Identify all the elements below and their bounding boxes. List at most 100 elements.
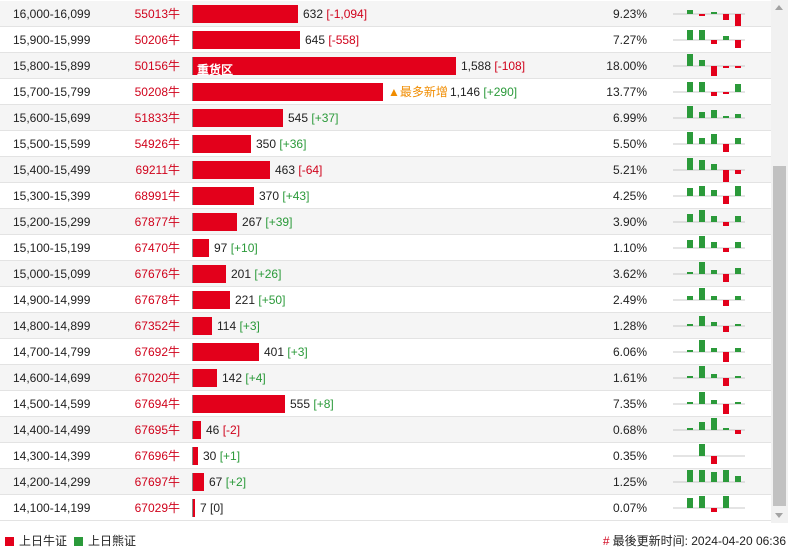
table-row[interactable]: 15,500-15,599 54926牛 350 [+36] 5.50% bbox=[0, 131, 771, 157]
spark-bar-bull bbox=[711, 40, 717, 44]
count-bar bbox=[193, 239, 209, 257]
warrant-code-link[interactable]: 50208牛 bbox=[134, 85, 180, 99]
spark-bar-bear bbox=[711, 418, 717, 430]
spark-bar-bear bbox=[711, 400, 717, 404]
spark-bar-bear bbox=[723, 428, 729, 430]
count-number: 370 bbox=[259, 189, 280, 203]
table-row[interactable]: 14,200-14,299 67697牛 67 [+2] 1.25% bbox=[0, 469, 771, 495]
trend-sparkline bbox=[673, 158, 745, 182]
table-row[interactable]: 14,700-14,799 67692牛 401 [+3] 6.06% bbox=[0, 339, 771, 365]
table-row[interactable]: 14,600-14,699 67020牛 142 [+4] 1.61% bbox=[0, 365, 771, 391]
warrant-code-link[interactable]: 67695牛 bbox=[134, 423, 180, 437]
warrant-code-link[interactable]: 51833牛 bbox=[134, 111, 180, 125]
spark-bar-bear bbox=[711, 296, 717, 300]
spark-bar-bull bbox=[723, 196, 729, 204]
table-row[interactable]: 14,300-14,399 67696牛 30 [+1] 0.35% bbox=[0, 443, 771, 469]
count-number: 114 bbox=[217, 319, 237, 333]
bar-axis bbox=[192, 291, 193, 309]
warrant-code-link[interactable]: 50206牛 bbox=[134, 33, 180, 47]
spark-bar-bull bbox=[723, 352, 729, 362]
scroll-down-arrow-icon[interactable] bbox=[771, 509, 788, 523]
spark-bar-bull bbox=[723, 326, 729, 332]
trend-sparkline bbox=[673, 470, 745, 483]
table-row[interactable]: 16,000-16,099 55013牛 632 [-1,094] 9.23% bbox=[0, 1, 771, 27]
table-row[interactable]: 15,300-15,399 68991牛 370 [+43] 4.25% bbox=[0, 183, 771, 209]
table-row[interactable]: 14,400-14,499 67695牛 46 [-2] 0.68% bbox=[0, 417, 771, 443]
warrant-code-link[interactable]: 67678牛 bbox=[134, 293, 180, 307]
warrant-code-link[interactable]: 67694牛 bbox=[134, 397, 180, 411]
spark-bar-bear bbox=[699, 160, 705, 170]
spark-bar-bear bbox=[735, 242, 741, 248]
percentage: 1.25% bbox=[612, 475, 647, 489]
spark-bar-bear bbox=[687, 82, 693, 92]
table-row[interactable]: 15,600-15,699 51833牛 545 [+37] 6.99% bbox=[0, 105, 771, 131]
count-number: 201 bbox=[231, 267, 252, 281]
price-range: 15,400-15,499 bbox=[13, 163, 91, 177]
warrant-code-link[interactable]: 67696牛 bbox=[134, 449, 180, 463]
bar-axis bbox=[192, 5, 193, 23]
table-row[interactable]: 15,700-15,799 50208牛 ▲最多新增 1,146 [+290] 13.7… bbox=[0, 79, 771, 105]
warrant-code-link[interactable]: 67676牛 bbox=[134, 267, 180, 281]
warrant-code-link[interactable]: 69211牛 bbox=[135, 163, 180, 177]
table-row[interactable]: 15,100-15,199 67470牛 97 [+10] 1.10% bbox=[0, 235, 771, 261]
count-value: 350 [+36] bbox=[256, 131, 306, 157]
warrant-code-link[interactable]: 67470牛 bbox=[134, 241, 180, 255]
count-change: [-108] bbox=[494, 59, 526, 73]
warrant-code-link[interactable]: 67877牛 bbox=[134, 215, 180, 229]
vertical-scrollbar[interactable] bbox=[771, 0, 788, 523]
count-change: [+8] bbox=[313, 397, 334, 411]
spark-bar-bull bbox=[723, 378, 729, 386]
percentage: 6.99% bbox=[612, 111, 647, 125]
warrant-code-link[interactable]: 68991牛 bbox=[134, 189, 180, 203]
spark-bar-bear bbox=[711, 242, 717, 248]
spark-bar-bear bbox=[699, 366, 705, 378]
percentage: 7.27% bbox=[612, 33, 647, 47]
spark-bar-bull bbox=[723, 274, 729, 282]
trend-sparkline bbox=[673, 54, 745, 76]
table-row[interactable]: 14,900-14,999 67678牛 221 [+50] 2.49% bbox=[0, 287, 771, 313]
trend-sparkline bbox=[673, 10, 745, 26]
count-bar bbox=[193, 473, 204, 491]
spark-bar-bear bbox=[711, 164, 717, 170]
count-value: 30 [+1] bbox=[203, 443, 240, 469]
warrant-code-link[interactable]: 67020牛 bbox=[134, 371, 180, 385]
spark-bar-bear bbox=[735, 216, 741, 222]
count-value: 67 [+2] bbox=[209, 469, 246, 495]
warrant-code-link[interactable]: 54926牛 bbox=[134, 137, 180, 151]
count-number: 401 bbox=[264, 345, 285, 359]
warrant-code-link[interactable]: 67697牛 bbox=[134, 475, 180, 489]
spark-bar-bear bbox=[735, 402, 741, 404]
count-value: 114 [+3] bbox=[217, 313, 260, 339]
scroll-up-arrow-icon[interactable] bbox=[771, 0, 788, 14]
table-row[interactable]: 14,500-14,599 67694牛 555 [+8] 7.35% bbox=[0, 391, 771, 417]
spark-bar-bear bbox=[699, 470, 705, 482]
table-row[interactable]: 15,800-15,899 50156牛 重货区 1,588 [-108] 18.00% bbox=[0, 53, 771, 79]
warrant-code-link[interactable]: 55013牛 bbox=[134, 7, 180, 21]
table-row[interactable]: 15,000-15,099 67676牛 201 [+26] 3.62% bbox=[0, 261, 771, 287]
table-row[interactable]: 14,100-14,199 67029牛 7 [0] 0.07% bbox=[0, 495, 771, 521]
count-change: [+39] bbox=[265, 215, 293, 229]
price-range: 14,200-14,299 bbox=[13, 475, 91, 489]
table-row[interactable]: 14,800-14,899 67352牛 114 [+3] 1.28% bbox=[0, 313, 771, 339]
spark-bar-bull bbox=[711, 508, 717, 512]
warrant-code-link[interactable]: 67692牛 bbox=[134, 345, 180, 359]
spark-bar-bull bbox=[735, 14, 741, 26]
table-row[interactable]: 15,400-15,499 69211牛 463 [-64] 5.21% bbox=[0, 157, 771, 183]
count-bar bbox=[193, 369, 217, 387]
warrant-code-link[interactable]: 67029牛 bbox=[134, 501, 180, 515]
percentage: 13.77% bbox=[606, 85, 647, 99]
percentage: 7.35% bbox=[612, 397, 647, 411]
count-value: 632 [-1,094] bbox=[303, 1, 367, 27]
warrant-code-link[interactable]: 67352牛 bbox=[134, 319, 180, 333]
spark-bar-bear bbox=[687, 30, 693, 40]
spark-bar-bear bbox=[699, 30, 705, 40]
spark-bar-bear bbox=[723, 116, 729, 118]
scroll-thumb[interactable] bbox=[773, 166, 786, 506]
table-row[interactable]: 15,900-15,999 50206牛 645 [-558] 7.27% bbox=[0, 27, 771, 53]
spark-bar-bear bbox=[711, 322, 717, 326]
price-range: 14,300-14,399 bbox=[13, 449, 91, 463]
count-number: 30 bbox=[203, 449, 217, 463]
warrant-code-link[interactable]: 50156牛 bbox=[134, 59, 180, 73]
table-row[interactable]: 15,200-15,299 67877牛 267 [+39] 3.90% bbox=[0, 209, 771, 235]
spark-bar-bull bbox=[723, 14, 729, 20]
